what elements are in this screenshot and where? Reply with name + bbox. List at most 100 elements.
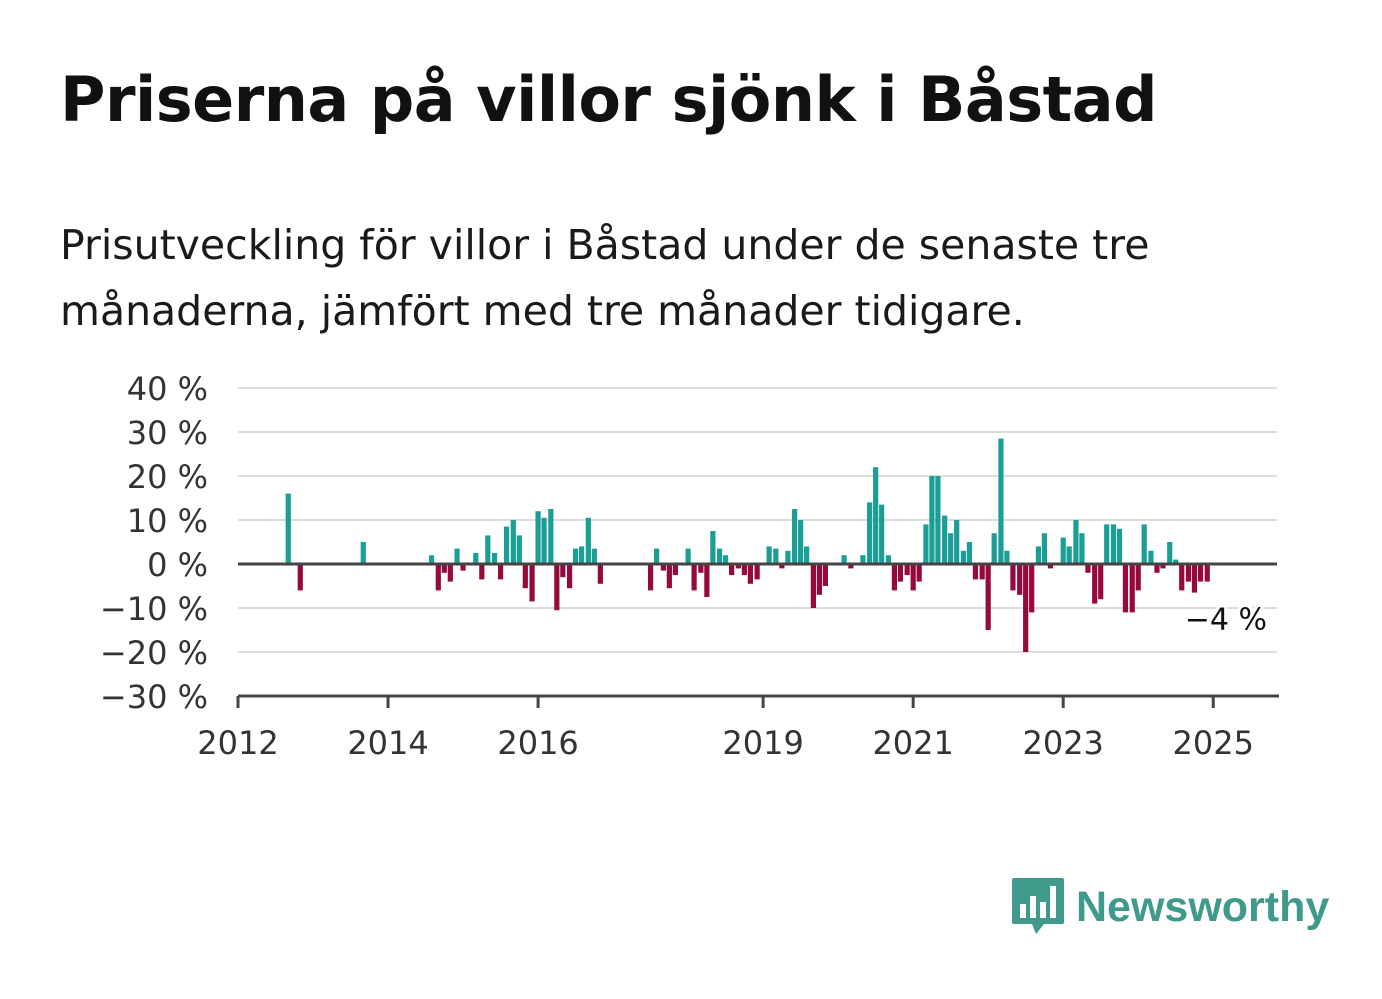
bar [1167,542,1173,564]
bar [773,548,779,564]
bar [454,548,460,564]
bar [723,555,729,564]
y-tick-label: 0 % [147,546,208,584]
bar [1129,564,1135,613]
bar [923,524,929,564]
bar [691,564,697,591]
bar [541,517,547,564]
bar [435,564,441,591]
bar [597,564,603,584]
bar [1122,564,1129,613]
bar [948,533,954,564]
bar [1035,546,1042,564]
bar [991,533,997,564]
y-tick-label: −10 % [100,590,208,628]
bar [1041,533,1048,564]
bar [885,555,892,564]
chart-title: Priserna på villor sjönk i Båstad [60,63,1158,136]
bar [985,564,991,630]
y-tick-label: −20 % [100,634,208,672]
bar [1060,537,1066,564]
bar [1160,564,1166,569]
bar [1004,550,1010,564]
bar [1141,524,1147,564]
bar [497,564,504,580]
x-tick-label: 2023 [1022,724,1103,762]
bar [1148,550,1154,564]
bar [578,546,585,564]
bar [785,550,791,564]
bar [998,438,1004,564]
bar [654,548,660,564]
bar [1104,524,1110,564]
y-tick-label: 20 % [127,458,208,496]
bar [529,564,535,602]
bar [897,564,904,582]
bar [1191,564,1198,593]
bar [916,564,922,582]
bar [360,542,366,564]
bar [798,520,804,564]
bar [585,517,591,564]
bar [816,564,822,595]
bar [1185,564,1192,582]
bar [1154,564,1160,573]
bar [554,564,560,611]
bar [510,520,516,564]
bar [935,476,941,564]
bar [704,564,710,597]
bar [710,531,716,564]
bar [972,564,979,580]
bar [966,542,973,564]
bar [1173,559,1179,564]
brand-logo: Newsworthy [1010,876,1329,938]
bar [1092,564,1098,604]
x-tick-label: 2016 [497,724,578,762]
bar [1010,564,1016,591]
x-tick-label: 2021 [872,724,953,762]
bars [285,438,1210,652]
y-tick-label: −30 % [100,678,208,716]
bar [929,476,935,564]
bar [1110,524,1117,564]
bar [904,564,910,575]
bar [942,515,948,564]
bar [873,467,879,564]
bar [491,553,498,564]
bar [1079,533,1085,564]
bar [660,564,666,571]
bar [285,493,291,564]
bar [766,546,772,564]
y-tick-label: 10 % [127,502,208,540]
x-tick-label: 2012 [197,724,278,762]
y-tick-label: 40 % [127,370,208,408]
tick-labels: 40 % 30 % 20 % 10 % 0 % −10 % −20 % −30 % 2012 20… [100,370,1270,762]
bar [735,564,741,569]
bar [297,564,303,591]
y-tick-label: 30 % [127,414,208,452]
bar [1116,528,1123,564]
bar [460,564,466,571]
bar [779,564,785,569]
x-tick-label: 2025 [1173,724,1254,762]
bar [1135,564,1141,591]
bar [754,564,760,580]
bar [1023,564,1029,652]
bar [729,564,735,575]
bar [473,553,479,564]
bar [879,504,885,564]
bar [810,564,816,608]
bar [1047,564,1054,569]
bar [1017,564,1023,595]
bar [441,564,447,573]
bar [535,511,541,564]
bar [1073,520,1079,564]
bar [1029,564,1035,613]
bar [572,548,579,564]
bar [503,526,510,564]
x-tick-label: 2019 [722,724,803,762]
bar [741,564,747,575]
bar [591,548,597,564]
bar [1204,564,1210,582]
bar [428,555,435,564]
